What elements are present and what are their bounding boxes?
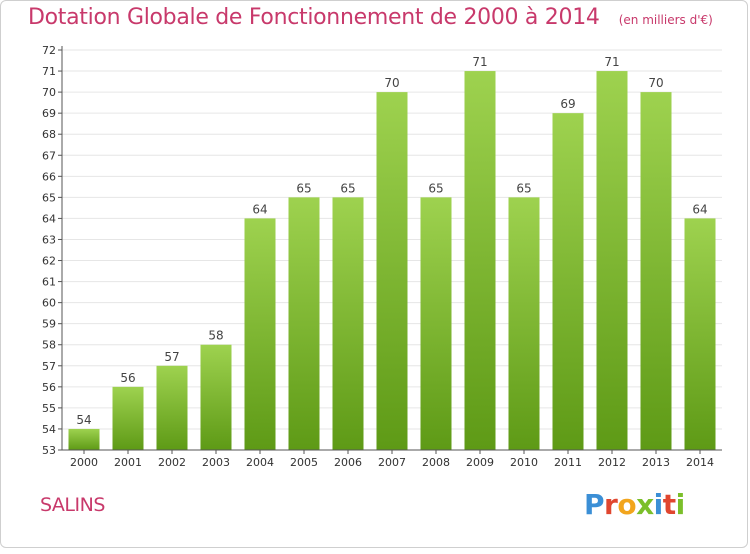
x-tick-label: 2006	[334, 456, 362, 469]
y-tick-label: 62	[42, 255, 56, 268]
data-label: 71	[472, 55, 487, 69]
chart-subtitle: (en milliers d'€)	[618, 13, 713, 27]
y-tick-label: 60	[42, 297, 56, 310]
y-tick-label: 59	[42, 318, 56, 331]
bar-2002	[156, 365, 188, 450]
x-tick-label: 2005	[290, 456, 318, 469]
y-tick-label: 66	[42, 170, 56, 183]
data-label: 54	[76, 413, 91, 427]
chart-title-row: Dotation Globale de Fonctionnement de 20…	[28, 5, 713, 30]
x-tick-label: 2001	[114, 456, 142, 469]
y-tick-label: 70	[42, 86, 56, 99]
x-tick-label: 2003	[202, 456, 230, 469]
data-labels: 54 56 57 58 64 65 65 70 65 71 65 69 71 70 64	[76, 55, 707, 427]
x-tick-label: 2011	[554, 456, 582, 469]
x-tick-label: 2013	[642, 456, 670, 469]
data-label: 70	[384, 76, 399, 90]
y-tick-label: 72	[42, 44, 56, 57]
x-tick-label: 2004	[246, 456, 274, 469]
bar-2009	[464, 71, 496, 450]
x-tick-label: 2010	[510, 456, 538, 469]
bar-2008	[420, 197, 452, 450]
bar-2004	[244, 218, 276, 450]
data-label: 69	[560, 97, 575, 111]
y-tick-label: 69	[42, 107, 56, 120]
bar-2014	[684, 218, 716, 450]
data-label: 57	[164, 350, 179, 364]
chart-title: Dotation Globale de Fonctionnement de 20…	[28, 5, 600, 30]
bar-2007	[376, 92, 408, 451]
bar-2003	[200, 344, 232, 450]
y-tick-label: 68	[42, 128, 56, 141]
x-tick-label: 2000	[70, 456, 98, 469]
x-tick-label: 2002	[158, 456, 186, 469]
y-tick-label: 64	[42, 212, 56, 225]
data-label: 71	[604, 55, 619, 69]
x-tick-label: 2014	[686, 456, 714, 469]
y-tick-label: 55	[42, 402, 56, 415]
bar-2012	[596, 71, 628, 450]
bar-2005	[288, 197, 320, 450]
data-label: 65	[296, 181, 311, 195]
y-tick-label: 61	[42, 276, 56, 289]
x-tick-label: 2007	[378, 456, 406, 469]
x-tick-label: 2009	[466, 456, 494, 469]
data-label: 65	[428, 181, 443, 195]
proxiti-logo[interactable]: Proxiti	[584, 488, 685, 521]
bar-2011	[552, 113, 584, 450]
y-tick-label: 56	[42, 381, 56, 394]
bar-2010	[508, 197, 540, 450]
bar-2013	[640, 92, 672, 451]
data-label: 65	[516, 181, 531, 195]
commune-label: SALINS	[40, 494, 105, 516]
data-label: 56	[120, 371, 135, 385]
y-tick-label: 53	[42, 444, 56, 457]
data-label: 70	[648, 76, 663, 90]
y-tick-label: 54	[42, 423, 56, 436]
y-tick-label: 58	[42, 339, 56, 352]
y-tick-label: 71	[42, 65, 56, 78]
data-label: 64	[692, 202, 707, 216]
bars	[68, 71, 716, 451]
bar-2001	[112, 386, 144, 450]
y-tick-label: 57	[42, 360, 56, 373]
y-tick-label: 67	[42, 149, 56, 162]
x-tick-label: 2008	[422, 456, 450, 469]
data-label: 64	[252, 202, 267, 216]
bar-2006	[332, 197, 364, 450]
y-tick-label: 63	[42, 233, 56, 246]
bar-2000	[68, 428, 100, 450]
data-label: 58	[208, 329, 223, 343]
axes: 53 54 55 56 57 58 59 60 61 62 63 64 65 66 67 68 69 70 71 72…	[42, 44, 722, 469]
data-label: 65	[340, 181, 355, 195]
y-tick-label: 65	[42, 191, 56, 204]
x-tick-label: 2012	[598, 456, 626, 469]
